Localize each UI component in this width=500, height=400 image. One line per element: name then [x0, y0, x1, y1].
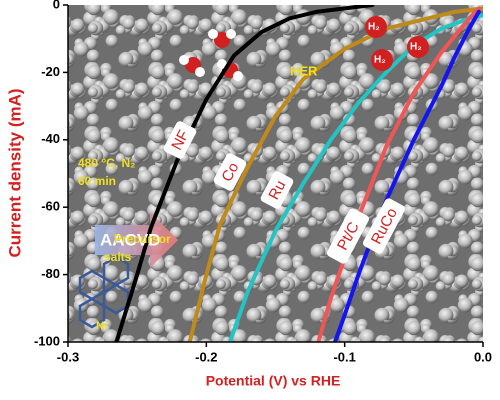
gas-bubble — [407, 36, 429, 58]
annotation: AACVD — [100, 230, 160, 249]
curve — [316, 6, 481, 342]
series-label-box — [363, 198, 405, 254]
x-tick-label: -0.3 — [57, 349, 79, 364]
curve — [114, 5, 375, 342]
gas-bubble — [365, 16, 387, 38]
y-tick-label: -20 — [41, 64, 60, 79]
series-label-box — [327, 208, 369, 264]
annotation: Ni — [96, 320, 107, 332]
x-tick-label: -0.1 — [333, 349, 355, 364]
illustration — [78, 29, 243, 329]
annotation: 60 min — [78, 174, 116, 188]
annotation: H₂ — [410, 42, 422, 53]
x-axis-label: Potential (V) vs RHE — [206, 373, 341, 389]
series-label-box — [260, 171, 294, 209]
series-label-box — [213, 153, 247, 191]
series-label: Ru — [260, 171, 294, 209]
annotation: salts — [104, 250, 132, 264]
annotation: H₂ — [368, 22, 380, 33]
y-tick-label: -100 — [34, 333, 60, 348]
y-tick-label: -40 — [41, 131, 60, 146]
curve — [332, 9, 481, 342]
annotation: H₂ — [374, 55, 386, 66]
annotation: Precursor — [114, 232, 171, 246]
curve — [227, 13, 483, 342]
x-tick-label: 0.0 — [474, 349, 492, 364]
x-tick-label: -0.2 — [195, 349, 217, 364]
y-axis-label: Current density (mA) — [5, 88, 24, 257]
y-tick-label: 0 — [53, 0, 60, 11]
series-label-box — [163, 121, 197, 159]
annotation: HER — [290, 63, 318, 78]
y-tick-label: -60 — [41, 199, 60, 214]
y-tick-label: -80 — [41, 266, 60, 281]
annotation: 480 °C, N₂ — [78, 156, 136, 170]
gas-bubble — [371, 49, 393, 71]
curve — [187, 6, 483, 342]
